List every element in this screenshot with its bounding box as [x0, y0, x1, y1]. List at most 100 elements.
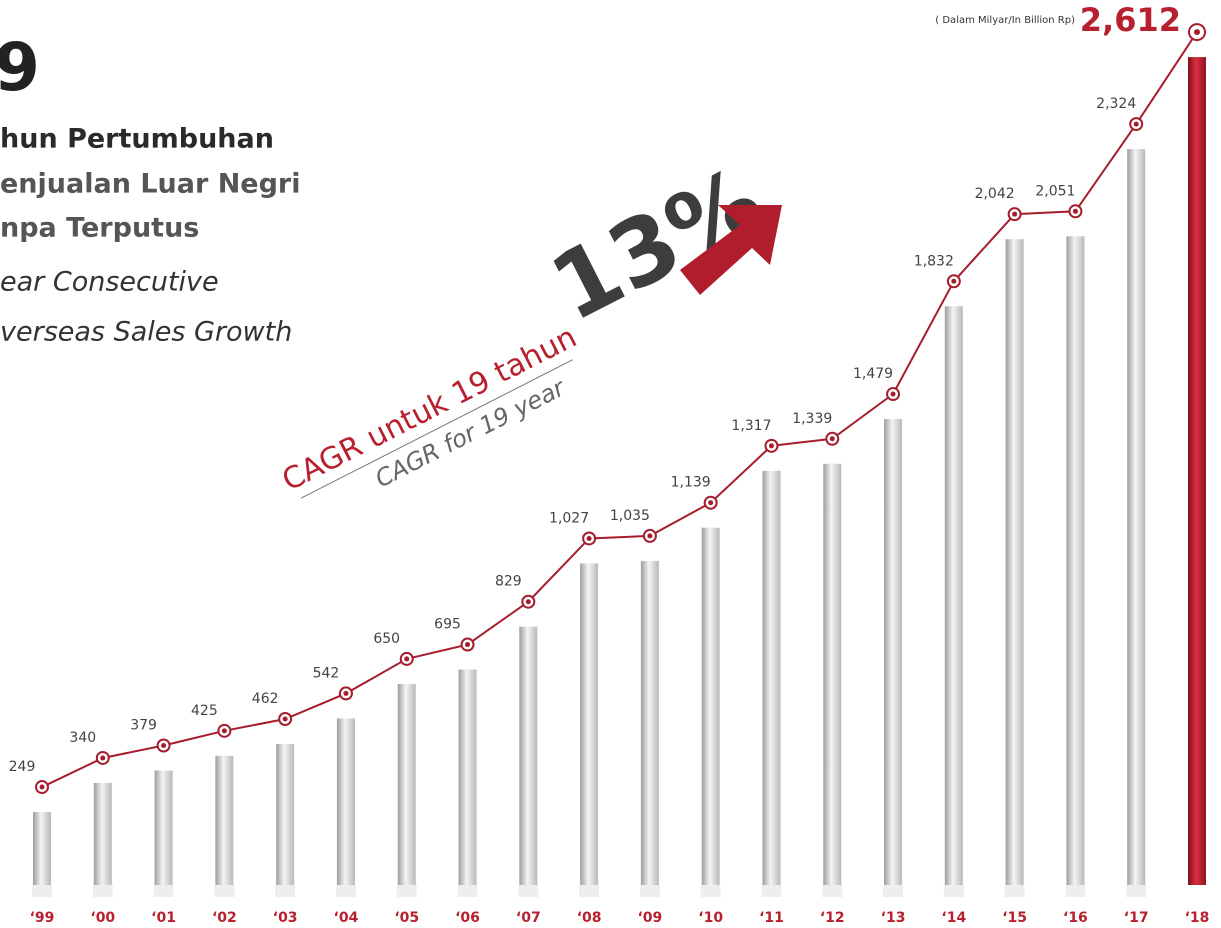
bar [1005, 239, 1024, 885]
unit-note: ( Dalam Milyar/In Billion Rp) [935, 15, 1075, 26]
x-tick-label: ‘13 [881, 910, 906, 926]
bar-base [275, 885, 296, 897]
point-dot [829, 436, 835, 442]
bar-base [396, 885, 417, 897]
bar [519, 626, 538, 885]
value-label: 2,042 [975, 186, 1015, 202]
bar [215, 755, 234, 885]
value-label: 1,035 [610, 508, 650, 524]
x-tick-label: ‘16 [1063, 910, 1088, 926]
bar [823, 463, 842, 885]
bar-base [883, 885, 904, 897]
bar-base [32, 885, 52, 897]
bar-base [579, 885, 600, 897]
value-label: 1,479 [853, 366, 893, 382]
headline-number: 9 [0, 29, 40, 106]
bar [580, 563, 599, 885]
x-tick-label: ‘03 [273, 910, 298, 926]
bar [336, 718, 355, 885]
value-label: 1,317 [731, 418, 771, 434]
point-dot [1012, 211, 1018, 217]
bar [33, 812, 51, 885]
bar [1188, 57, 1206, 886]
point-dot [1133, 121, 1139, 127]
x-tick-label: ‘10 [698, 910, 723, 926]
bar [762, 470, 781, 885]
headline-en: ear Consecutive [0, 267, 219, 298]
bar [701, 527, 720, 885]
x-tick-label: ‘18 [1185, 910, 1210, 926]
point-dot [525, 599, 531, 605]
bar-base [153, 885, 174, 897]
point-dot [465, 642, 471, 648]
value-label: 2,051 [1035, 183, 1075, 199]
headline: enjualan Luar Negri [0, 169, 301, 200]
value-label: 340 [69, 730, 96, 746]
bar-base [518, 885, 539, 897]
bar-base [700, 885, 721, 897]
cagr-group: CAGR untuk 19 tahun CAGR for 19 year [277, 320, 582, 499]
x-tick-label: ‘05 [394, 910, 419, 926]
value-label: 1,339 [792, 411, 832, 427]
point-dot [343, 690, 349, 696]
bar-base [639, 885, 660, 897]
value-label: 695 [434, 617, 461, 633]
x-tick-label: ‘15 [1002, 910, 1027, 926]
x-tick-label: ‘14 [941, 910, 966, 926]
point-dot [647, 533, 653, 539]
value-label: 650 [373, 631, 400, 647]
value-label: 829 [495, 574, 522, 590]
point-dot [161, 743, 167, 749]
bar [458, 669, 477, 885]
point-dot [708, 500, 714, 506]
point-dot [768, 443, 774, 449]
line [41, 31, 1198, 788]
value-label: 249 [9, 759, 36, 775]
bar [93, 782, 112, 885]
value-label: 1,139 [671, 475, 711, 491]
x-tick-label: ‘07 [516, 910, 541, 926]
point-dot [100, 755, 106, 761]
value-label: 425 [191, 703, 218, 719]
x-tick-label: ‘99 [30, 910, 55, 926]
bar [640, 560, 659, 885]
point-dot [282, 716, 288, 722]
x-tick-label: ‘02 [212, 910, 237, 926]
point-dot [221, 728, 227, 734]
point-dot [586, 535, 592, 541]
value-label: 1,832 [914, 253, 954, 269]
bar-base [214, 885, 235, 897]
growth-arrow [680, 205, 782, 295]
point-dot [890, 391, 896, 397]
value-label: 2,612 [1080, 1, 1181, 39]
bar [154, 770, 173, 885]
x-tick-label: ‘08 [577, 910, 602, 926]
bar-base [1065, 885, 1086, 897]
bar-base [761, 885, 782, 897]
point-dot [951, 278, 957, 284]
x-tick-label: ‘09 [637, 910, 662, 926]
bar-base [457, 885, 478, 897]
bar [397, 683, 416, 885]
bar [944, 306, 963, 885]
bar-base [335, 885, 356, 897]
x-tick-label: ‘17 [1124, 910, 1149, 926]
point-dot [1194, 29, 1200, 36]
value-label: 2,324 [1096, 96, 1136, 112]
headline-en: verseas Sales Growth [0, 317, 292, 348]
bar [1127, 149, 1146, 885]
x-tick-label: ‘11 [759, 910, 784, 926]
point-dot [39, 784, 45, 790]
headline: hun Pertumbuhan [0, 124, 274, 155]
value-label: 379 [130, 718, 157, 734]
bar-base [943, 885, 964, 897]
bar-base [822, 885, 843, 897]
bar [1066, 236, 1085, 886]
bar [884, 419, 903, 885]
x-tick-label: ‘01 [151, 910, 176, 926]
bar-base [92, 885, 113, 897]
value-label: 1,027 [549, 510, 589, 526]
cagr-underline [300, 359, 573, 499]
value-label: 462 [252, 691, 279, 707]
